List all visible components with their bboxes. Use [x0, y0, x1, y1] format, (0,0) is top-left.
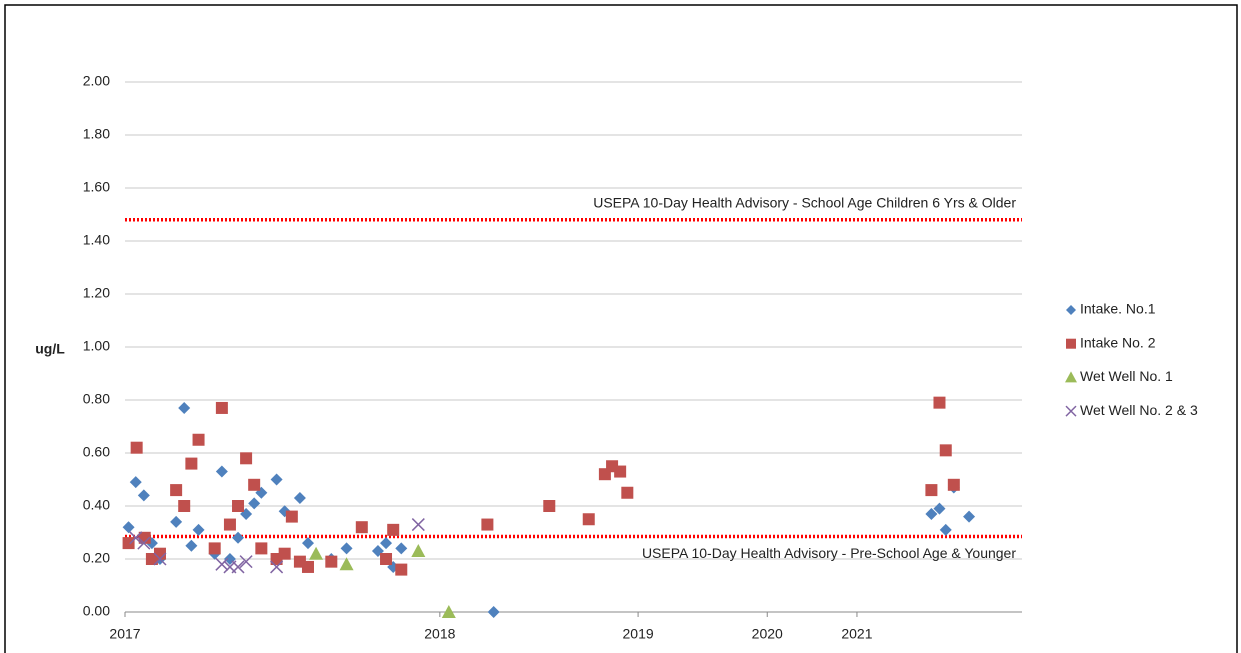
marker	[933, 396, 946, 409]
marker	[122, 521, 135, 534]
marker	[129, 476, 142, 489]
marker	[340, 542, 353, 555]
marker	[411, 518, 425, 532]
marker	[185, 457, 198, 470]
x-tick-label: 2020	[752, 626, 783, 642]
marker	[301, 537, 314, 550]
marker	[293, 492, 306, 505]
marker	[122, 537, 135, 550]
marker	[939, 523, 952, 536]
marker	[380, 537, 393, 550]
marker	[1065, 405, 1077, 417]
marker	[170, 484, 183, 497]
marker	[240, 452, 253, 465]
marker	[947, 478, 960, 491]
marker	[232, 531, 245, 544]
marker	[153, 552, 167, 566]
marker	[178, 401, 191, 414]
marker	[129, 531, 143, 545]
marker	[355, 521, 368, 534]
marker	[939, 444, 952, 457]
y-tick-label: 0.60	[83, 444, 110, 460]
y-tick-label: 1.60	[83, 179, 110, 195]
marker	[215, 465, 228, 478]
marker	[925, 507, 938, 520]
marker	[208, 542, 221, 555]
marker	[137, 536, 151, 550]
legend-label: Intake No. 2	[1080, 334, 1156, 350]
marker	[1065, 371, 1077, 383]
marker	[215, 557, 229, 571]
legend-label: Intake. No.1	[1080, 301, 1156, 317]
marker	[325, 555, 338, 568]
marker	[614, 465, 627, 478]
marker	[481, 518, 494, 531]
y-tick-label: 2.00	[83, 73, 110, 89]
marker	[248, 478, 261, 491]
marker	[1066, 305, 1076, 315]
marker	[192, 523, 205, 536]
marker	[178, 500, 191, 512]
marker	[933, 502, 946, 515]
marker	[582, 513, 595, 526]
marker	[925, 484, 938, 497]
x-tick-label: 2017	[109, 626, 140, 642]
y-tick-label: 0.40	[83, 497, 110, 513]
marker	[278, 547, 291, 560]
marker	[395, 563, 408, 576]
marker	[170, 515, 183, 528]
marker	[380, 553, 393, 565]
x-tick-label: 2021	[841, 626, 872, 642]
marker	[231, 560, 245, 574]
y-tick-label: 0.80	[83, 391, 110, 407]
marker	[387, 523, 400, 536]
reference-label: USEPA 10-Day Health Advisory - Pre-Schoo…	[642, 545, 1016, 561]
y-tick-label: 1.80	[83, 126, 110, 142]
marker	[301, 560, 314, 573]
marker	[441, 605, 456, 618]
marker	[621, 486, 634, 499]
marker	[232, 500, 245, 512]
marker	[239, 555, 253, 569]
marker	[192, 433, 205, 446]
marker	[339, 557, 354, 571]
marker	[130, 441, 143, 454]
marker	[248, 497, 261, 510]
y-tick-label: 1.20	[83, 285, 110, 301]
marker	[395, 542, 408, 555]
marker	[963, 510, 976, 523]
marker	[309, 546, 324, 560]
y-tick-label: 0.20	[83, 550, 110, 566]
marker	[215, 401, 228, 414]
marker	[1066, 338, 1076, 349]
marker	[270, 473, 283, 486]
y-tick-label: 1.00	[83, 338, 110, 354]
y-tick-label: 0.00	[83, 603, 110, 619]
chart-frame	[4, 4, 1238, 653]
marker	[270, 560, 284, 574]
marker	[487, 606, 500, 618]
marker	[543, 500, 556, 512]
legend-label: Wet Well No. 1	[1080, 368, 1173, 384]
legend-label: Wet Well No. 2 & 3	[1080, 402, 1198, 418]
marker	[223, 518, 236, 531]
marker	[255, 542, 268, 555]
marker	[185, 539, 198, 552]
marker	[137, 489, 150, 502]
reference-label: USEPA 10-Day Health Advisory - School Ag…	[593, 195, 1016, 211]
marker	[411, 544, 426, 558]
y-axis-label: ug/L	[35, 341, 65, 357]
marker	[153, 547, 166, 560]
x-tick-label: 2018	[424, 626, 455, 642]
marker	[285, 510, 298, 523]
x-tick-label: 2019	[623, 626, 654, 642]
y-tick-label: 1.40	[83, 232, 110, 248]
